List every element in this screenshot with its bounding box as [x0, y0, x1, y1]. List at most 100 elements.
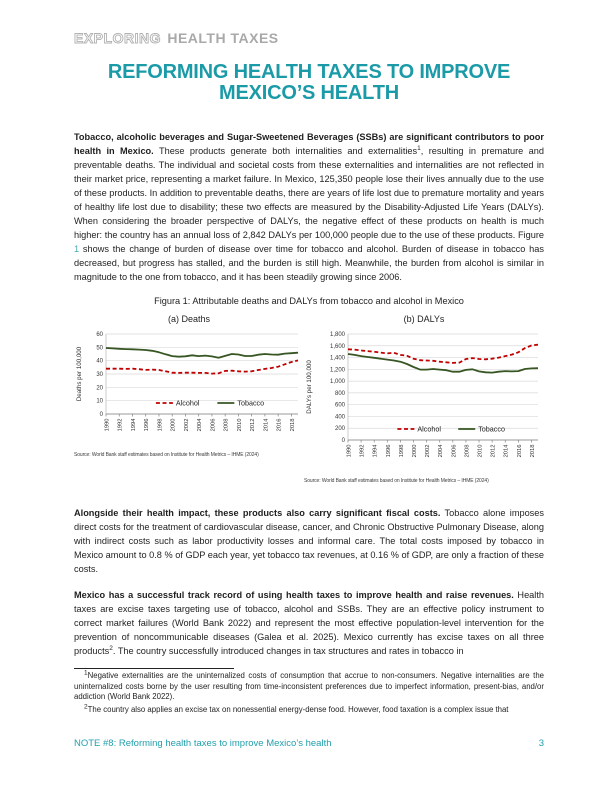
y-tick-label: 50	[96, 345, 103, 351]
legend-label-tobacco: Tobacco	[237, 399, 264, 408]
x-tick-label: 2006	[451, 445, 457, 458]
footnote-2-text: The country also applies an excise tax o…	[87, 704, 509, 714]
legend-label-tobacco: Tobacco	[478, 425, 505, 434]
y-tick-label: 40	[96, 359, 103, 365]
footnote-2-marker: 2	[84, 702, 88, 710]
y-tick-label: 1,200	[330, 367, 346, 373]
x-tick-label: 2012	[250, 419, 256, 432]
x-tick-label: 1990	[347, 445, 353, 458]
y-tick-label: 600	[335, 403, 346, 409]
series-line-alcohol	[347, 343, 539, 364]
y-tick-label: 1,400	[330, 356, 346, 362]
y-tick-label: 1,800	[330, 332, 346, 338]
page-title: REFORMING HEALTH TAXES TO IMPROVE MEXICO…	[74, 62, 544, 104]
inline-text-segment: Tobacco alone imposes direct costs for t…	[74, 508, 544, 574]
paragraph-track-record: Mexico has a successful track record of …	[74, 588, 544, 658]
x-tick-label: 2002	[184, 419, 190, 432]
x-tick-label: 1998	[157, 419, 163, 432]
x-tick-label: 1992	[118, 419, 124, 432]
legend-label-alcohol: Alcohol	[417, 425, 441, 434]
legend-label-alcohol: Alcohol	[176, 399, 200, 408]
footnote-reference-marker: 2	[109, 644, 113, 652]
x-tick-label: 2002	[425, 445, 431, 458]
paragraph-fiscal-costs: Alongside their health impact, these pro…	[74, 506, 544, 576]
series-badge: EXPLORING HEALTH TAXES	[74, 30, 544, 47]
inline-text-segment: . The country successfully introduced ch…	[112, 646, 464, 656]
figure-reference-link[interactable]: 1	[74, 244, 80, 254]
inline-text-segment: Mexico has a successful track record of …	[74, 590, 514, 600]
chart-dalys-source-note: Source: World Bank staff estimates based…	[304, 478, 489, 484]
x-tick-label: 2016	[277, 419, 283, 432]
x-tick-label: 2018	[530, 445, 536, 458]
chart-deaths-source-note: Source: World Bank staff estimates based…	[74, 452, 259, 458]
series-badge-outline-text: EXPLORING	[74, 30, 161, 47]
inline-text-segment: , resulting in premature and preventable…	[74, 146, 545, 240]
page-title-line-1: REFORMING HEALTH TAXES TO IMPROVE	[107, 61, 511, 83]
x-tick-label: 1992	[360, 445, 366, 458]
chart-deaths-title: (a) Deaths	[167, 314, 211, 324]
x-tick-label: 2014	[504, 444, 510, 458]
paragraph-health-burden: Tobacco, alcoholic beverages and Sugar-S…	[74, 130, 544, 284]
inline-text-segment: Alongside their health impact, these pro…	[74, 508, 441, 518]
x-tick-label: 1996	[144, 419, 150, 432]
y-tick-label: 20	[96, 385, 103, 391]
y-axis-title: Deaths per 100,000	[76, 346, 83, 401]
x-tick-label: 2016	[517, 445, 523, 458]
series-line-alcohol	[106, 359, 299, 375]
footnote-1-text: Negative externalities are the uninterna…	[74, 671, 544, 701]
page-title-line-2: MEXICO’S HEALTH	[219, 82, 399, 104]
footnote-reference-marker: 1	[417, 144, 421, 152]
footnote-1-marker: 1	[84, 669, 88, 677]
x-tick-label: 1994	[373, 444, 379, 458]
page-footer: NOTE #8: Reforming health taxes to impro…	[74, 738, 544, 749]
x-tick-label: 1998	[399, 445, 405, 458]
x-tick-label: 2008	[224, 419, 230, 432]
inline-text-segment: These products generate both internaliti…	[153, 146, 418, 156]
y-tick-label: 0	[100, 412, 104, 418]
x-tick-label: 2004	[197, 418, 203, 432]
x-tick-label: 2010	[237, 419, 243, 432]
y-tick-label: 200	[335, 426, 346, 432]
footnote-1: 1Negative externalities are the unintern…	[74, 669, 544, 703]
inline-text-segment: shows the change of burden of disease ov…	[74, 244, 544, 282]
inline-text-segment: Tobacco, alcoholic beverages and Sugar-S…	[74, 132, 544, 156]
y-axis-title: DALYs per 100,000	[306, 360, 313, 414]
figure-caption: Figura 1: Attributable deaths and DALYs …	[154, 296, 464, 306]
x-tick-label: 2008	[464, 445, 470, 458]
figure-1: Figura 1: Attributable deaths and DALYs …	[74, 296, 544, 484]
series-line-tobacco	[105, 347, 299, 359]
x-tick-label: 2014	[263, 418, 269, 432]
y-tick-label: 60	[96, 332, 103, 338]
x-tick-label: 2000	[171, 419, 177, 432]
x-tick-label: 2000	[412, 445, 418, 458]
y-tick-label: 1,600	[330, 344, 346, 350]
x-tick-label: 2012	[491, 445, 497, 458]
footnote-separator	[74, 668, 234, 669]
y-tick-label: 10	[96, 399, 103, 405]
x-tick-label: 1990	[105, 419, 111, 432]
x-tick-label: 2004	[438, 444, 444, 458]
x-tick-label: 2006	[210, 419, 216, 432]
footnote-2: 2The country also applies an excise tax …	[74, 702, 544, 716]
chart-dalys-title: (b) DALYs	[403, 314, 445, 324]
chart-dalys-canvas: 0 200 400 600 800 1,000 1,200 1,400 1,600 1,800 19…	[306, 332, 539, 458]
y-tick-label: 400	[335, 414, 346, 420]
x-tick-label: 2010	[478, 445, 484, 458]
footer-page-number: 3	[538, 738, 544, 749]
charts-row: (a) Deaths 0 10 20 30 40 50 60 1990 1992 1994 1996…	[74, 314, 544, 484]
chart-deaths-block: (a) Deaths 0 10 20 30 40 50 60 1990 1992 1994 1996…	[74, 314, 304, 484]
y-tick-label: 1,000	[330, 379, 346, 385]
page-content: EXPLORING HEALTH TAXES REFORMING HEALTH …	[74, 0, 544, 715]
inline-text-segment: Health taxes are excise taxes targeting …	[74, 590, 544, 656]
y-tick-label: 0	[342, 438, 346, 444]
x-tick-label: 1994	[131, 418, 137, 432]
chart-dalys-block: (b) DALYs 0 200 400 600 800 1,000 1,200 1,400 1,…	[304, 314, 544, 484]
x-tick-label: 2018	[290, 419, 296, 432]
chart-deaths-canvas: 0 10 20 30 40 50 60 1990 1992 1994 1996 1998 2000 200…	[76, 332, 299, 432]
series-line-tobacco	[347, 353, 539, 374]
y-tick-label: 800	[335, 391, 346, 397]
y-tick-label: 30	[96, 372, 103, 378]
x-tick-label: 1996	[386, 445, 392, 458]
footer-note-title: NOTE #8: Reforming health taxes to impro…	[74, 738, 332, 749]
